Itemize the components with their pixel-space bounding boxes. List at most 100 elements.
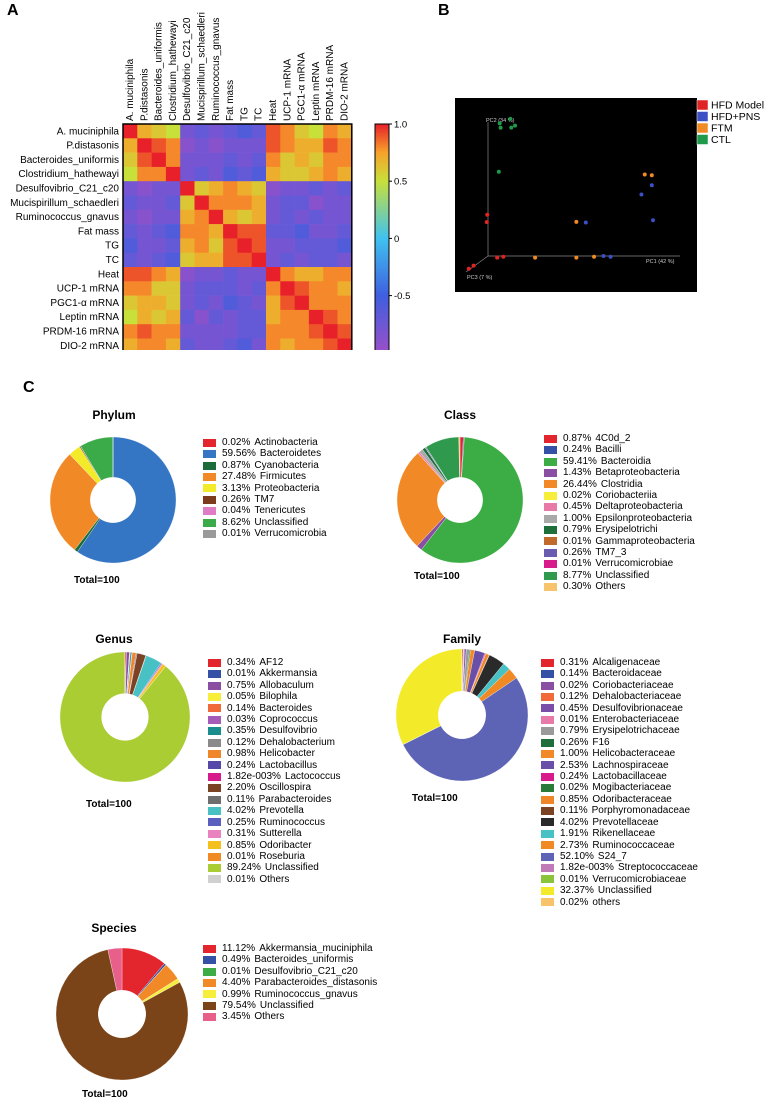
legend-item: 26.44%Clostridia [544,479,695,490]
legend-label: Verrucomicrobiae [595,558,673,569]
legend-item: 0.03%Coprococcus [208,714,341,725]
pcoa-point [485,213,489,217]
donut-total-phylum: Total=100 [14,575,274,586]
pcoa-point [650,173,654,177]
legend-swatch [544,435,557,443]
legend-item: 11.12%Akkermansia_muciniphila [203,943,377,954]
legend-percent: 79.54% [222,1000,256,1011]
legend-label: Bacteroidetes [260,448,321,459]
heatmap-cell-13-3 [166,310,181,325]
legend-label: Erysipelotrichaceae [592,725,679,736]
pcoa-point [501,255,505,259]
legend-item: 0.26%TM7_3 [544,547,695,558]
legend-label: Parabacteroides [259,794,332,805]
legend-swatch [541,864,554,872]
donut-phylum [47,434,179,566]
legend-percent: 0.85% [227,840,255,851]
pc3-label: PC3 (7 %) [467,275,493,281]
legend-percent: 0.04% [222,505,250,516]
legend-item: 0.01%Akkermansia [208,668,341,679]
legend-percent: 0.14% [227,703,255,714]
legend-percent: 0.02% [563,490,591,501]
legend-swatch [203,945,216,953]
legend-item: 0.11%Porphyromonadaceae [541,805,698,816]
legend-label: Oscillospira [259,782,311,793]
pcoa-point [574,256,578,260]
legend-item: 0.01%Roseburia [208,851,341,862]
legend-label: Ruminococcus_gnavus [254,989,357,1000]
legend-item: 0.02%Mogibacteriaceae [541,782,698,793]
legend-percent: 1.91% [560,828,588,839]
legend-item: 4.02%Prevotellaceae [541,817,698,828]
legend-label: Prevotellaceae [592,817,658,828]
legend-item: 0.87%4C0d_2 [544,433,695,444]
legend-percent: 0.75% [227,680,255,691]
heatmap-row-label: PRDM-16 mRNA [43,326,119,337]
legend-swatch [203,484,216,492]
legend-percent: 0.25% [227,817,255,828]
legend-swatch [544,515,557,523]
legend-label: TM7 [254,494,274,505]
legend-percent: 0.12% [227,737,255,748]
legend-percent: 32.37% [560,885,594,896]
legend-swatch [541,796,554,804]
legend-label: Others [259,874,289,885]
legend-item: 0.26%TM7 [203,494,327,505]
legend-item: 32.37%Unclassified [541,885,698,896]
legend-label: Bacteroidia [601,456,651,467]
legend-item: 0.85%Odoribacter [208,840,341,851]
legend-percent: 0.05% [227,691,255,702]
pcoa-legend-label: HFD+PNS [711,111,760,123]
legend-label: Tenericutes [254,505,305,516]
legend-item: 0.12%Dehalobacteriaceae [541,691,698,702]
legend-label: Helicobacter [259,748,315,759]
legend-percent: 0.02% [560,680,588,691]
legend-label: Unclassified [595,570,649,581]
legend-label: Unclassified [260,1000,314,1011]
legend-item: 0.26%F16 [541,737,698,748]
legend-swatch [208,841,221,849]
legend-label: Sutterella [259,828,301,839]
legend-percent: 0.24% [563,444,591,455]
legend-label: Dehalobacteriaceae [592,691,681,702]
legend-item: 0.79%Erysipelotrichi [544,524,695,535]
legend-swatch [541,887,554,895]
legend-swatch [208,716,221,724]
legend-label: Parabacteroides_distasonis [254,977,377,988]
legend-item: 0.49%Bacteroides_uniformis [203,954,377,965]
legend-percent: 0.01% [560,714,588,725]
pcoa-point [485,220,489,224]
donut-title-genus: Genus [14,632,214,646]
heatmap-cell-15-10 [266,339,281,351]
legend-swatch [544,537,557,545]
legend-item: 0.01%Verrucomicrobiae [544,558,695,569]
legend-percent: 0.02% [222,437,250,448]
legend-item: 0.31%Sutterella [208,828,341,839]
legend-swatch [544,446,557,454]
legend-percent: 0.87% [563,433,591,444]
legend-swatch [208,830,221,838]
donut-hole [98,990,146,1038]
legend-percent: 0.34% [227,657,255,668]
legend-percent: 52.10% [560,851,594,862]
heatmap-cell-15-2 [152,339,167,351]
legend-swatch [544,583,557,591]
heatmap-cell-13-15 [338,310,353,325]
legend-item: 0.99%Ruminococcus_gnavus [203,989,377,1000]
legend-label: Prevotella [259,805,303,816]
pcoa-plot: PC1 (42 %)PC2 (34 %)PC3 (7 %)HFD ModelHF… [0,0,769,300]
legend-label: Betaproteobacteria [595,467,680,478]
legend-item: 0.24%Lactobacillaceae [541,771,698,782]
legend-percent: 0.01% [563,536,591,547]
legend-label: F16 [592,737,609,748]
legend-percent: 0.24% [560,771,588,782]
pcoa-point [513,124,517,128]
legend-label: Ruminococcus [259,817,325,828]
legend-item: 0.75%Allobaculum [208,680,341,691]
pcoa-point [467,267,471,271]
legend-swatch [203,530,216,538]
pcoa-point [650,183,654,187]
legend-swatch [203,473,216,481]
